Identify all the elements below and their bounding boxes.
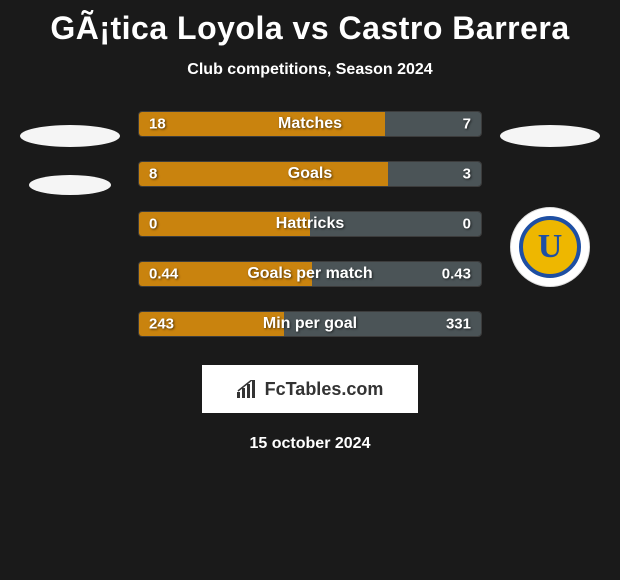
left-player-col (10, 111, 130, 209)
stat-bar: 0 0 Hattricks (138, 211, 482, 237)
stat-label: Min per goal (263, 315, 357, 333)
brand-text: FcTables.com (265, 379, 384, 400)
page-subtitle: Club competitions, Season 2024 (0, 61, 620, 79)
stat-left-value: 8 (149, 166, 157, 183)
stat-right-value: 3 (463, 166, 471, 183)
player-photo-placeholder (20, 125, 120, 147)
club-badge-field: U (519, 216, 581, 278)
stat-right-value: 7 (463, 116, 471, 133)
stat-label: Hattricks (276, 215, 344, 233)
stat-bar: 8 3 Goals (138, 161, 482, 187)
date-text: 15 october 2024 (0, 435, 620, 453)
stat-right-value: 0 (463, 216, 471, 233)
stat-left-value: 18 (149, 116, 166, 133)
stat-label: Goals per match (247, 265, 372, 283)
stat-label: Goals (288, 165, 332, 183)
stat-label: Matches (278, 115, 342, 133)
club-logo-placeholder (29, 175, 111, 195)
brand-box[interactable]: FcTables.com (202, 365, 418, 413)
comparison-row: 18 7 Matches 8 3 Goals 0 0 Hattricks 0.44 0.43 Goal… (0, 111, 620, 337)
stat-bar: 0.44 0.43 Goals per match (138, 261, 482, 287)
stat-right-value: 331 (446, 316, 471, 333)
club-badge: U (510, 207, 590, 287)
right-player-col: U (490, 111, 610, 287)
stat-left-value: 243 (149, 316, 174, 333)
bar-chart-icon (237, 380, 259, 398)
page-title: GÃ¡tica Loyola vs Castro Barrera (0, 0, 620, 47)
club-badge-letter: U (538, 228, 563, 266)
stat-bar-left-fill (139, 112, 385, 136)
stat-bar-left-fill (139, 162, 388, 186)
player-photo-placeholder (500, 125, 600, 147)
stat-left-value: 0 (149, 216, 157, 233)
stat-bar: 18 7 Matches (138, 111, 482, 137)
stat-left-value: 0.44 (149, 266, 178, 283)
stats-column: 18 7 Matches 8 3 Goals 0 0 Hattricks 0.44 0.43 Goal… (130, 111, 490, 337)
stat-bar: 243 331 Min per goal (138, 311, 482, 337)
stat-right-value: 0.43 (442, 266, 471, 283)
